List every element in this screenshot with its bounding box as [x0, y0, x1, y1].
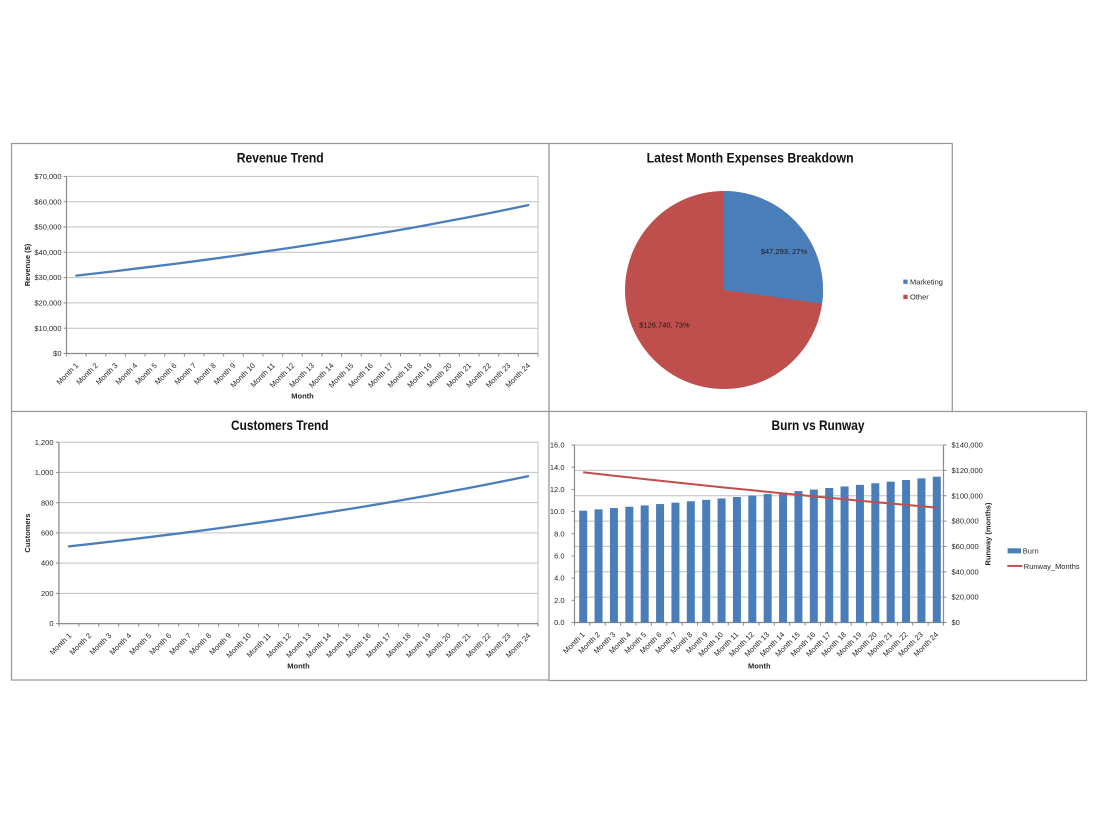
svg-text:$60,000: $60,000: [952, 542, 979, 551]
svg-text:$47,293, 27%: $47,293, 27%: [761, 247, 808, 256]
svg-text:1,000: 1,000: [35, 468, 54, 477]
svg-text:$0: $0: [53, 349, 61, 358]
svg-text:6.0: 6.0: [554, 552, 564, 561]
svg-text:Runway (months): Runway (months): [984, 502, 993, 565]
svg-text:$100,000: $100,000: [952, 491, 983, 500]
svg-text:$20,000: $20,000: [34, 299, 61, 308]
svg-text:$10,000: $10,000: [34, 324, 61, 333]
svg-text:$70,000: $70,000: [34, 172, 61, 181]
svg-text:$120,000: $120,000: [952, 466, 983, 475]
svg-text:Burn: Burn: [1023, 547, 1039, 556]
svg-text:$20,000: $20,000: [952, 593, 979, 602]
svg-text:0: 0: [49, 619, 53, 628]
svg-text:4.0: 4.0: [554, 574, 564, 583]
svg-text:Runway_Months: Runway_Months: [1024, 562, 1080, 571]
svg-text:Burn vs Runway: Burn vs Runway: [772, 417, 865, 433]
svg-text:Month: Month: [287, 662, 310, 671]
svg-text:$140,000: $140,000: [952, 441, 983, 450]
svg-text:$0: $0: [952, 618, 960, 627]
svg-text:16.0: 16.0: [550, 441, 565, 450]
svg-text:8.0: 8.0: [554, 529, 564, 538]
svg-text:$60,000: $60,000: [34, 197, 61, 206]
svg-text:Latest Month Expenses Breakdow: Latest Month Expenses Breakdown: [647, 150, 854, 166]
svg-text:0.0: 0.0: [554, 618, 564, 627]
svg-text:10.0: 10.0: [550, 507, 565, 516]
svg-text:14.0: 14.0: [550, 463, 565, 472]
svg-text:Revenue ($): Revenue ($): [23, 243, 32, 286]
svg-text:Other: Other: [910, 293, 929, 302]
svg-text:$40,000: $40,000: [952, 567, 979, 576]
svg-text:$40,000: $40,000: [34, 248, 61, 257]
svg-text:$126,740, 73%: $126,740, 73%: [639, 321, 690, 330]
svg-text:Revenue Trend: Revenue Trend: [237, 149, 324, 165]
svg-text:2.0: 2.0: [554, 596, 564, 605]
svg-text:200: 200: [41, 589, 54, 598]
svg-text:Customers: Customers: [23, 513, 32, 552]
svg-text:Month: Month: [291, 392, 314, 401]
svg-text:400: 400: [41, 559, 54, 568]
svg-text:$50,000: $50,000: [34, 223, 61, 232]
svg-text:Customers Trend: Customers Trend: [231, 417, 329, 433]
svg-text:Marketing: Marketing: [910, 277, 943, 286]
svg-text:Month: Month: [748, 662, 771, 671]
svg-text:800: 800: [41, 498, 54, 507]
svg-text:$30,000: $30,000: [34, 273, 61, 282]
svg-text:600: 600: [41, 529, 54, 538]
svg-text:12.0: 12.0: [550, 485, 565, 494]
svg-text:1,200: 1,200: [35, 438, 54, 447]
svg-text:$80,000: $80,000: [952, 517, 979, 526]
